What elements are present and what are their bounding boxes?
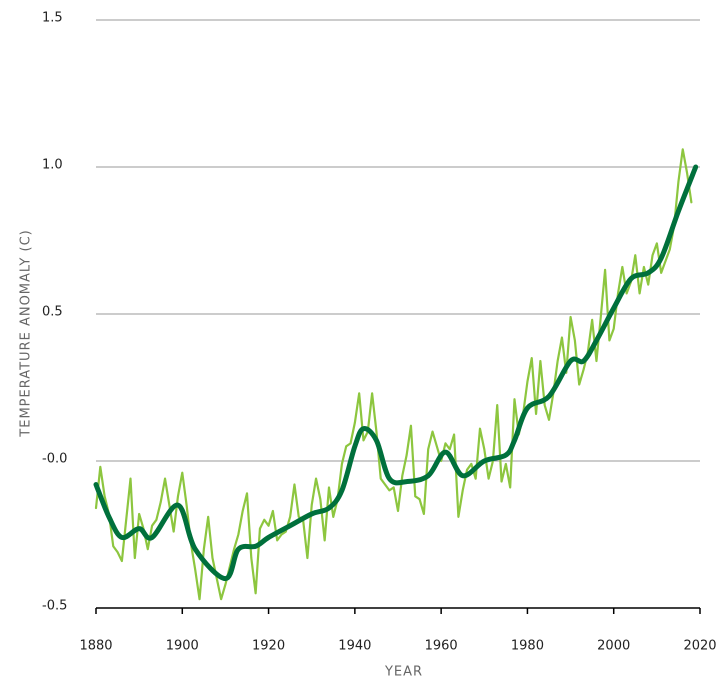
x-tick-label: 1940 — [338, 639, 371, 654]
x-tick-label: 2000 — [597, 639, 630, 654]
y-tick-label: 1.5 — [42, 11, 63, 26]
x-tick-label: 1900 — [166, 639, 199, 654]
x-tick-label: 1980 — [511, 639, 544, 654]
y-tick-label: -0.0 — [42, 452, 67, 467]
data-line — [93, 164, 699, 582]
y-axis-title: TEMPERATURE ANOMALY (C) — [19, 229, 34, 437]
y-tick-label: 0.5 — [42, 305, 63, 320]
x-tick-label: 2020 — [683, 639, 716, 654]
x-axis-title: YEAR — [384, 665, 423, 680]
data-line — [94, 148, 693, 601]
x-tick-label: 1920 — [252, 639, 285, 654]
y-tick-label: -0.5 — [42, 599, 67, 614]
y-tick-label: 1.0 — [42, 158, 63, 173]
x-tick-label: 1880 — [79, 639, 112, 654]
x-tick-label: 1960 — [425, 639, 458, 654]
